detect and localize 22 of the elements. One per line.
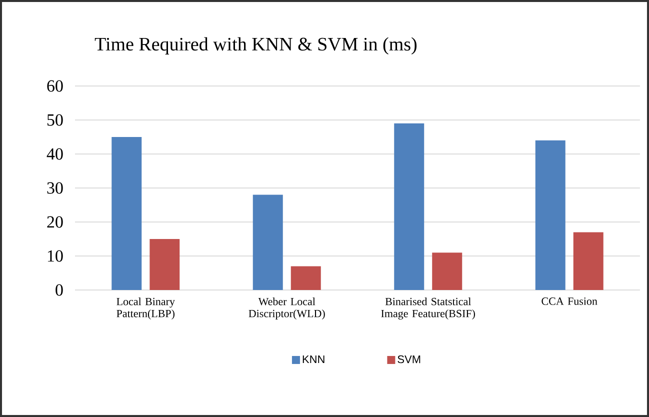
x-tick-label: Binarised Statstical Image Feature(BSIF): [381, 298, 475, 320]
bar: [290, 266, 321, 290]
legend-label: KNN: [302, 355, 324, 364]
bar: [112, 136, 142, 290]
x-tick-label: CCA Fusion: [542, 298, 598, 305]
bar: [432, 252, 462, 290]
y-tick-label: 50: [47, 114, 63, 126]
y-tick-label: 0: [56, 284, 63, 296]
x-tick-label: Weber Local Discriptor(WLD): [248, 298, 325, 320]
y-tick-label: 40: [46, 148, 63, 160]
bar: [535, 140, 566, 290]
y-tick-label: 60: [47, 80, 63, 92]
chart-title: Time Required with KNN & SVM in (ms): [94, 37, 417, 54]
y-tick-label: 30: [47, 182, 63, 194]
bar: [573, 232, 604, 290]
bar: [150, 238, 180, 290]
y-tick-label: 10: [48, 250, 63, 262]
bar: [394, 123, 424, 290]
y-tick-label: 20: [47, 216, 63, 228]
legend-label: SVM: [398, 355, 420, 364]
bar: [252, 194, 283, 290]
x-tick-label: Local Binary Pattern(LBP): [116, 298, 175, 320]
